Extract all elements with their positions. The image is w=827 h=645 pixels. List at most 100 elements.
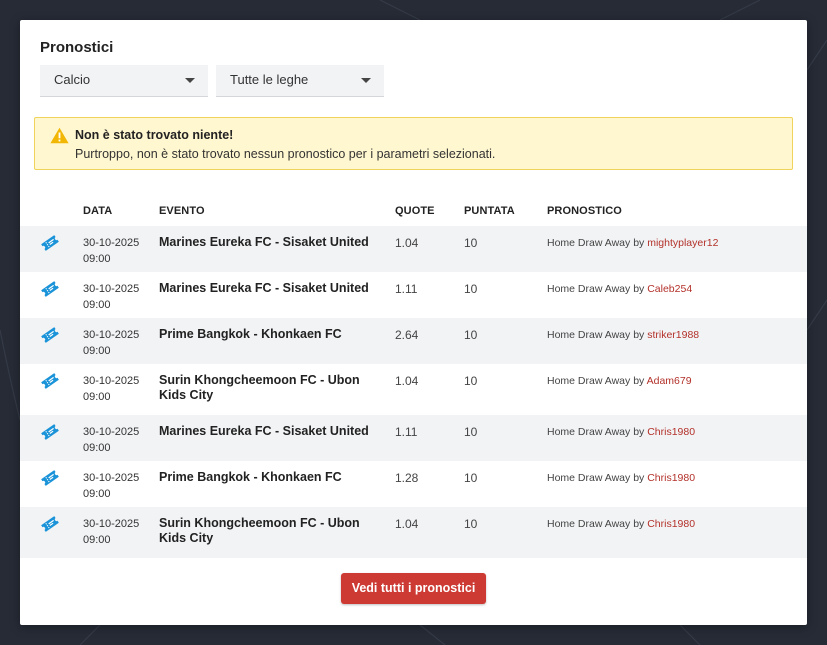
table-row[interactable]: 30-10-2025 09:00 Prime Bangkok - Khonkaen … xyxy=(20,318,807,364)
row-prediction-by: by xyxy=(633,426,645,438)
table-row[interactable]: 30-10-2025 09:00 Marines Eureka FC - Sisak… xyxy=(20,226,807,272)
row-date-day: 30-10-2025 xyxy=(83,283,140,295)
row-date-day: 30-10-2025 xyxy=(83,329,140,341)
alert-message: Purtroppo, non è stato trovato nessun pr… xyxy=(75,147,496,161)
table-row[interactable]: 30-10-2025 09:00 Marines Eureka FC - Sisak… xyxy=(20,415,807,461)
row-user-link[interactable]: mightyplayer12 xyxy=(647,237,719,249)
row-prediction: Home Draw Away by Chris1980 xyxy=(547,426,695,438)
row-stake: 10 xyxy=(464,471,478,485)
ticket-icon xyxy=(41,424,59,440)
row-quote: 1.11 xyxy=(395,425,418,439)
row-prediction-by: by xyxy=(633,283,645,295)
row-date-time: 09:00 xyxy=(83,252,111,265)
league-select[interactable]: Tutte le leghe xyxy=(216,65,384,97)
row-prediction: Home Draw Away by Chris1980 xyxy=(547,518,695,530)
row-date-time: 09:00 xyxy=(83,390,111,403)
row-event: Marines Eureka FC - Sisaket United xyxy=(159,235,369,249)
row-prediction-text: Home Draw Away xyxy=(547,518,631,530)
predictions-table-body: 30-10-2025 09:00 Marines Eureka FC - Sisak… xyxy=(20,226,807,558)
row-date-time: 09:00 xyxy=(83,298,111,311)
row-quote: 1.11 xyxy=(395,282,418,296)
warning-triangle-icon xyxy=(50,127,69,144)
row-prediction-by: by xyxy=(633,237,645,249)
row-prediction-text: Home Draw Away xyxy=(547,472,631,484)
row-stake: 10 xyxy=(464,425,478,439)
row-event: Prime Bangkok - Khonkaen FC xyxy=(159,470,342,484)
row-prediction-by: by xyxy=(633,472,645,484)
row-user-link[interactable]: striker1988 xyxy=(647,329,700,341)
ticket-icon xyxy=(41,235,59,251)
sport-select[interactable]: Calcio xyxy=(40,65,208,97)
row-date: 30-10-2025 09:00 xyxy=(83,236,153,267)
column-header-event: EVENTO xyxy=(159,205,205,217)
caret-down-icon xyxy=(185,78,195,83)
row-event: Prime Bangkok - Khonkaen FC xyxy=(159,327,342,341)
row-date-time: 09:00 xyxy=(83,441,111,454)
row-stake: 10 xyxy=(464,328,478,342)
row-quote: 2.64 xyxy=(395,328,419,342)
see-all-predictions-button[interactable]: Vedi tutti i pronostici xyxy=(341,573,486,604)
row-event: Surin Khongcheemoon FC - Ubon Kids City xyxy=(159,373,360,402)
column-header-date: DATA xyxy=(83,205,113,217)
row-date-day: 30-10-2025 xyxy=(83,472,140,484)
row-prediction-by: by xyxy=(633,518,645,530)
row-user-link[interactable]: Caleb254 xyxy=(647,283,693,295)
row-date: 30-10-2025 09:00 xyxy=(83,282,153,313)
row-event: Surin Khongcheemoon FC - Ubon Kids City xyxy=(159,516,360,545)
row-date-day: 30-10-2025 xyxy=(83,426,140,438)
ticket-icon xyxy=(41,470,59,486)
league-select-value: Tutte le leghe xyxy=(230,72,309,87)
row-prediction-text: Home Draw Away xyxy=(547,329,631,341)
row-quote: 1.04 xyxy=(395,517,419,531)
row-user-link[interactable]: Chris1980 xyxy=(647,518,696,530)
row-date-day: 30-10-2025 xyxy=(83,237,140,249)
row-user-link[interactable]: Chris1980 xyxy=(647,472,696,484)
row-date-day: 30-10-2025 xyxy=(83,375,140,387)
row-user-link[interactable]: Adam679 xyxy=(646,375,692,387)
table-row[interactable]: 30-10-2025 09:00 Surin Khongcheemoon FC - … xyxy=(20,507,807,558)
row-user-link[interactable]: Chris1980 xyxy=(647,426,696,438)
ticket-icon xyxy=(41,516,59,532)
predictions-card: Pronostici Calcio Tutte le leghe Non è s… xyxy=(20,20,807,625)
row-date: 30-10-2025 09:00 xyxy=(83,471,153,502)
row-quote: 1.28 xyxy=(395,471,419,485)
sport-select-value: Calcio xyxy=(54,72,91,87)
row-prediction-by: by xyxy=(633,375,645,387)
no-results-alert: Non è stato trovato niente! Purtroppo, n… xyxy=(34,117,793,170)
row-prediction: Home Draw Away by striker1988 xyxy=(547,329,699,341)
table-row[interactable]: 30-10-2025 09:00 Prime Bangkok - Khonkaen … xyxy=(20,461,807,507)
row-date-time: 09:00 xyxy=(83,487,111,500)
alert-title: Non è stato trovato niente! xyxy=(75,128,234,142)
row-event: Marines Eureka FC - Sisaket United xyxy=(159,281,369,295)
ticket-icon xyxy=(41,373,59,389)
ticket-icon xyxy=(41,281,59,297)
row-date: 30-10-2025 09:00 xyxy=(83,328,153,359)
row-prediction-text: Home Draw Away xyxy=(547,375,631,387)
row-date: 30-10-2025 09:00 xyxy=(83,425,153,456)
column-header-prediction: PRONOSTICO xyxy=(547,205,622,217)
row-prediction-by: by xyxy=(633,329,645,341)
row-prediction-text: Home Draw Away xyxy=(547,426,631,438)
row-event: Marines Eureka FC - Sisaket United xyxy=(159,424,369,438)
column-header-quote: QUOTE xyxy=(395,205,435,217)
row-quote: 1.04 xyxy=(395,236,419,250)
row-prediction: Home Draw Away by mightyplayer12 xyxy=(547,237,718,249)
row-stake: 10 xyxy=(464,282,478,296)
table-row[interactable]: 30-10-2025 09:00 Marines Eureka FC - Sisak… xyxy=(20,272,807,318)
table-header: DATA EVENTO QUOTE PUNTATA PRONOSTICO xyxy=(20,205,807,225)
page-title: Pronostici xyxy=(40,39,114,56)
caret-down-icon xyxy=(361,78,371,83)
row-date: 30-10-2025 09:00 xyxy=(83,374,153,405)
row-date-time: 09:00 xyxy=(83,344,111,357)
ticket-icon xyxy=(41,327,59,343)
row-prediction: Home Draw Away by Adam679 xyxy=(547,375,692,387)
row-prediction: Home Draw Away by Chris1980 xyxy=(547,472,695,484)
table-row[interactable]: 30-10-2025 09:00 Surin Khongcheemoon FC - … xyxy=(20,364,807,415)
row-stake: 10 xyxy=(464,517,478,531)
row-prediction-text: Home Draw Away xyxy=(547,237,631,249)
row-quote: 1.04 xyxy=(395,374,419,388)
row-stake: 10 xyxy=(464,374,478,388)
row-stake: 10 xyxy=(464,236,478,250)
row-prediction-text: Home Draw Away xyxy=(547,283,631,295)
